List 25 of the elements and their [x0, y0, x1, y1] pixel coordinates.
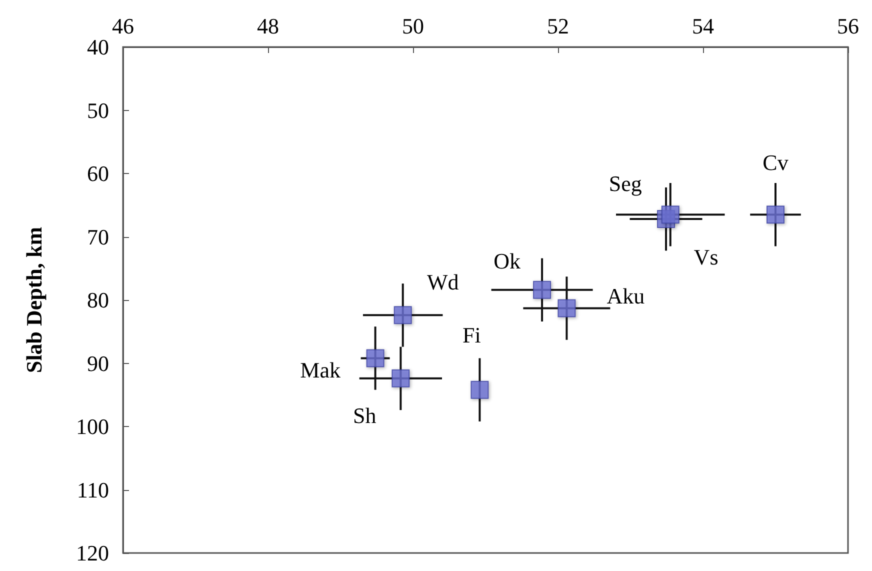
annotation: Mak [300, 358, 340, 383]
annotation: Wd [426, 270, 459, 295]
annotation: Ok [494, 248, 520, 274]
x-tick-label: 46 [112, 14, 134, 38]
annotation: Aku [606, 284, 645, 309]
x-tick-label: 56 [837, 14, 859, 38]
annotation: Fi [462, 322, 481, 348]
y-tick-label: 70 [87, 224, 109, 250]
y-tick-label: 120 [76, 540, 109, 566]
y-tick-label: 60 [87, 161, 109, 186]
y-tick-label: 100 [76, 414, 109, 439]
x-tick-label: 54 [692, 14, 714, 38]
y-tick-label: 110 [76, 477, 109, 502]
x-tick-label: 52 [547, 14, 569, 38]
y-axis-title: Slab Depth, km [22, 226, 46, 374]
y-tick-label: 80 [87, 288, 109, 312]
y-tick-label: 50 [87, 98, 109, 123]
x-tick-label: 48 [257, 14, 279, 38]
x-tick-label: 50 [402, 14, 424, 38]
annotation: Seg [608, 171, 642, 196]
y-tick-label: 90 [87, 350, 109, 376]
annotation: Vs [694, 244, 718, 270]
y-tick-label: 40 [87, 34, 109, 60]
annotation: Cv [762, 150, 788, 176]
annotation: Sh [353, 402, 376, 428]
